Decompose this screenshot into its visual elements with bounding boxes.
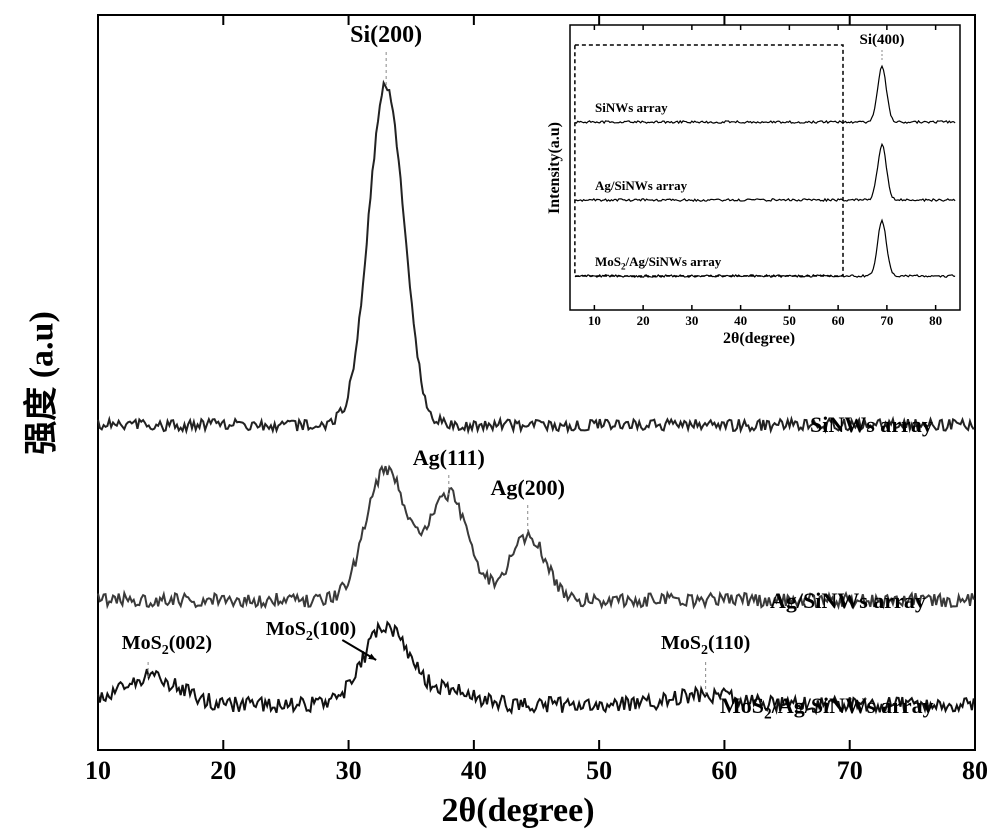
- peak-label: Si(200): [350, 22, 422, 49]
- peak-label: MoS2(002): [122, 632, 212, 659]
- peak-label: MoS2(100): [266, 618, 356, 645]
- x-axis-title: 2θ(degree): [442, 792, 595, 830]
- inset-trace-label: Ag/SiNWs array: [595, 178, 687, 194]
- inset-xtick: 80: [929, 313, 942, 329]
- x-tick-label: 30: [336, 756, 362, 786]
- x-tick-label: 50: [586, 756, 612, 786]
- inset-trace-label: SiNWs array: [595, 100, 668, 116]
- x-tick-label: 20: [210, 756, 236, 786]
- inset-y-title: Intensity(a.u): [546, 121, 564, 213]
- trace-label-mos2_ag_sinws: MoS2/Ag/SiNWs array: [720, 693, 934, 723]
- peak-label: Ag(200): [490, 475, 565, 501]
- inset-xtick: 10: [588, 313, 601, 329]
- x-tick-label: 70: [837, 756, 863, 786]
- inset-peak-label: Si(400): [860, 32, 905, 49]
- inset-xtick: 60: [832, 313, 845, 329]
- trace-label-sinws: SiNWs array: [810, 412, 933, 438]
- trace-label-ag_sinws: Ag/SiNWs array: [770, 588, 926, 614]
- xrd-chart-root: { "canvas":{"width":1000,"height":835,"b…: [0, 0, 1000, 835]
- peak-label: MoS2(110): [661, 632, 750, 659]
- inset-xtick: 40: [734, 313, 747, 329]
- y-axis-title: 强度 (a.u): [14, 311, 63, 455]
- inset-xtick: 30: [685, 313, 698, 329]
- x-tick-label: 80: [962, 756, 988, 786]
- inset-xtick: 70: [880, 313, 893, 329]
- peak-label: Ag(111): [413, 445, 485, 471]
- inset-x-title: 2θ(degree): [723, 330, 795, 348]
- inset-trace-label: MoS2/Ag/SiNWs array: [595, 254, 721, 272]
- x-tick-label: 40: [461, 756, 487, 786]
- x-tick-label: 10: [85, 756, 111, 786]
- inset-xtick: 50: [783, 313, 796, 329]
- x-tick-label: 60: [711, 756, 737, 786]
- inset-xtick: 20: [637, 313, 650, 329]
